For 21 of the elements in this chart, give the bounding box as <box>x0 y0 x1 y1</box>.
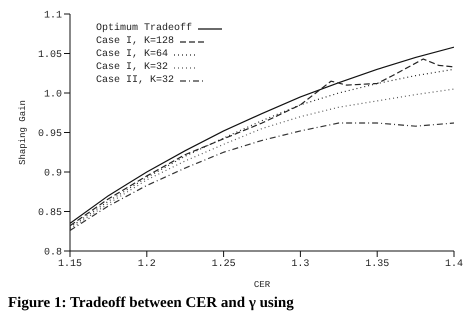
y-tick-label: 0.95 <box>38 129 62 140</box>
y-axis-title: Shaping Gain <box>18 100 28 165</box>
x-tick-label: 1.4 <box>444 259 464 270</box>
legend-label: Optimum Tradeoff <box>96 22 192 35</box>
legend-label: Case I, K=128 <box>96 35 174 48</box>
legend-label: Case I, K=32 <box>96 61 168 74</box>
y-tick-label: 0.9 <box>44 168 62 180</box>
y-tick-label: 1.1 <box>44 10 62 22</box>
y-tick-label: 1.0 <box>44 90 62 101</box>
y-tick-label: 1.05 <box>38 50 62 62</box>
x-tick-label: 1.3 <box>291 259 310 270</box>
y-tick-label: 0.8 <box>44 248 62 259</box>
x-tick-label: 1.25 <box>212 259 236 270</box>
x-tick-label: 1.15 <box>58 259 82 270</box>
x-tick-label: 1.35 <box>365 259 390 270</box>
legend-label: Case II, K=32 <box>96 74 174 87</box>
caption: Figure 1: Tradeoff between CER and γ using <box>8 295 295 312</box>
y-tick-label: 0.85 <box>38 208 62 220</box>
x-tick-label: 1.2 <box>138 259 156 270</box>
legend-label: Case I, K=64 <box>96 48 168 61</box>
x-axis-title: CER <box>254 280 271 290</box>
